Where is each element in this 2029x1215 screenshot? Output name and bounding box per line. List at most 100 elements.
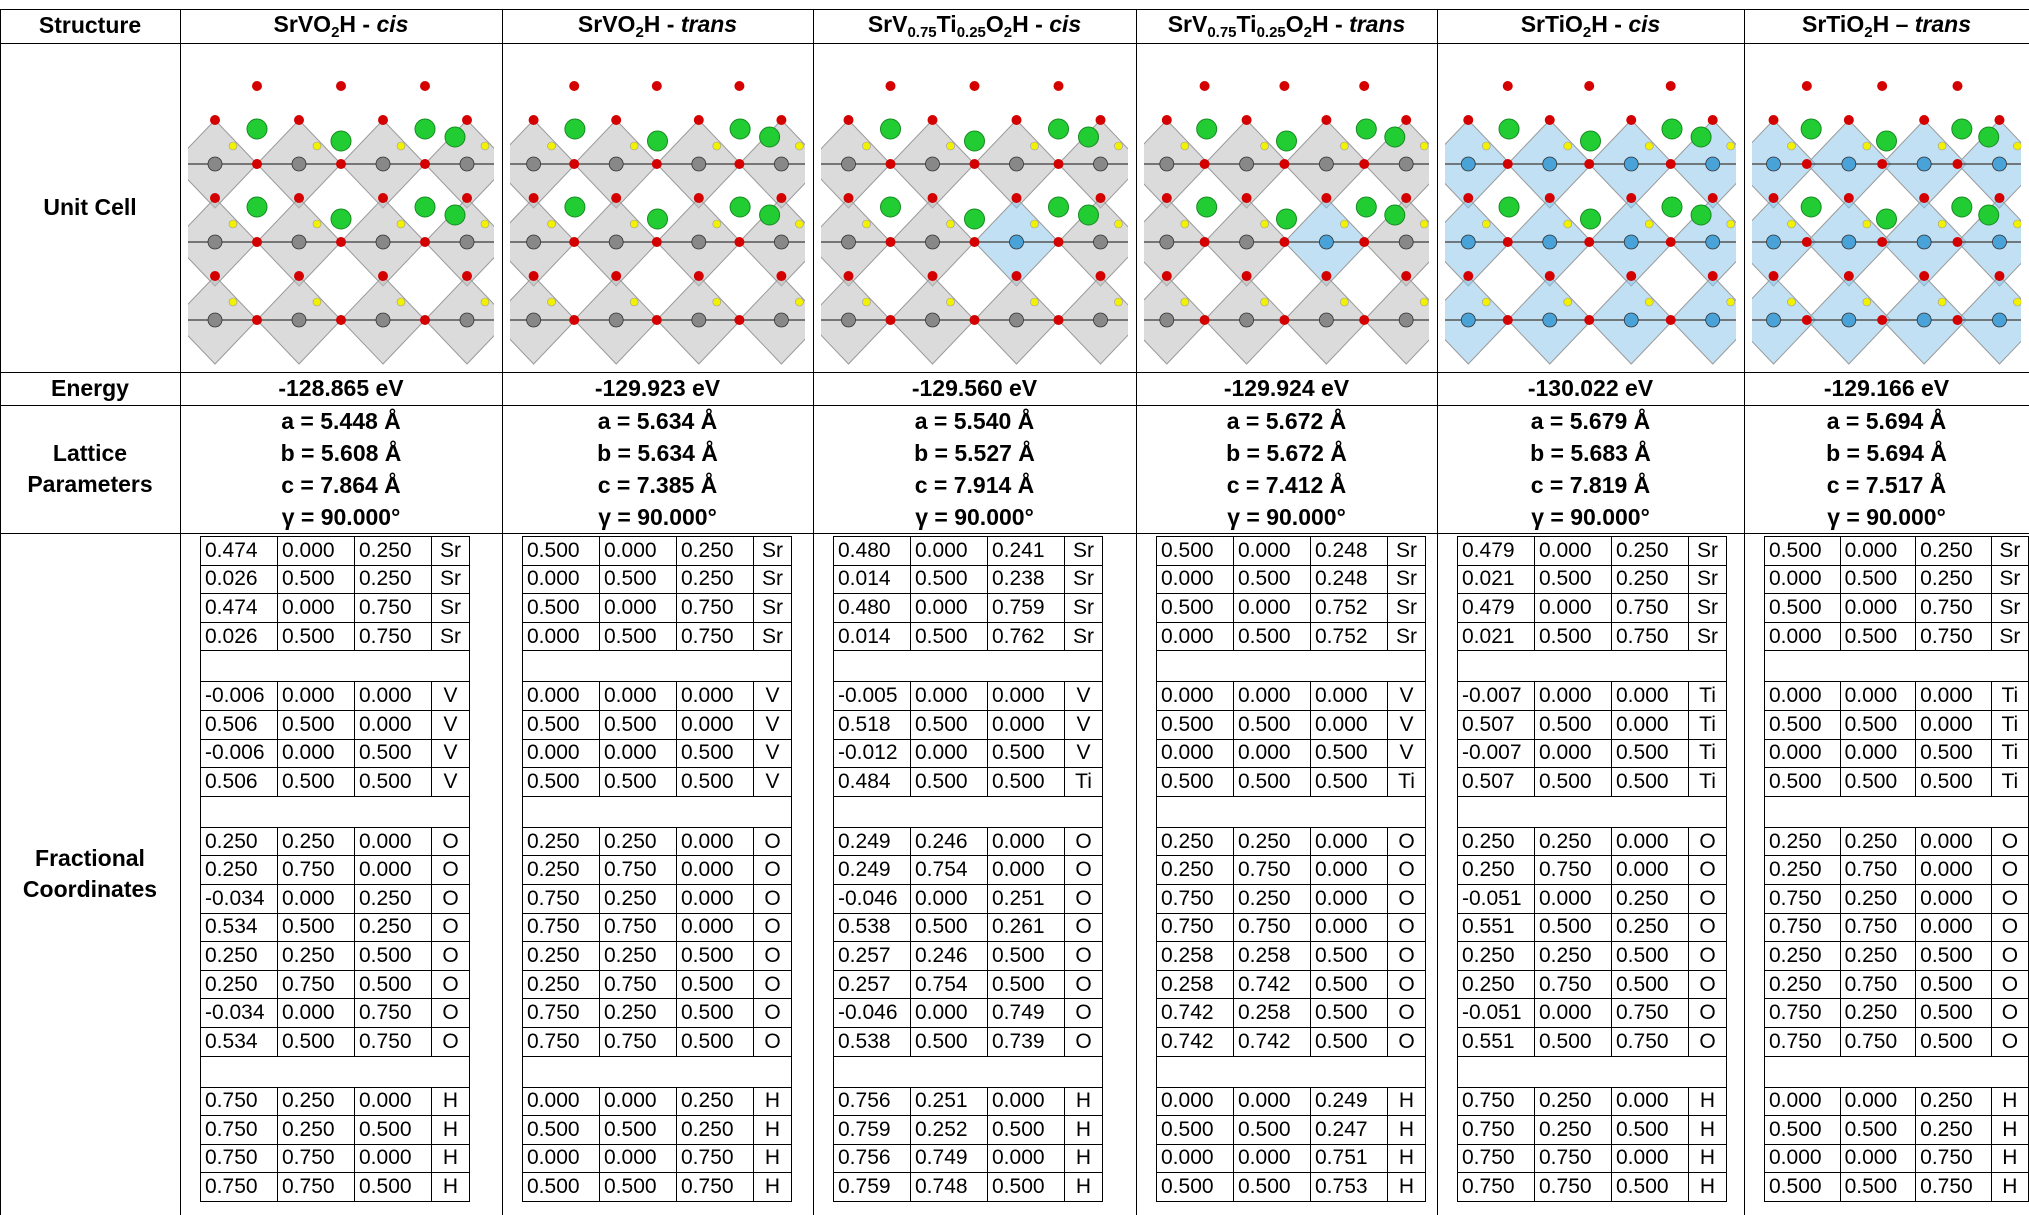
oxygen-atom — [1095, 271, 1106, 281]
table-row: 0.026 0.500 0.750 Sr — [200, 621, 470, 652]
table-row: 0.500 0.000 0.750 Sr — [1764, 593, 2029, 623]
element-cell: H — [1990, 1172, 2029, 1202]
hydrogen-atom — [712, 297, 722, 307]
coordinate-cell: 0.750 — [1915, 1143, 1992, 1174]
metal-atom — [1992, 234, 2007, 250]
oxygen-atom — [1011, 115, 1022, 125]
coordinate-cell: 0.500 — [1156, 1115, 1234, 1145]
coordinate-cell: 0.257 — [833, 941, 911, 971]
metal-atom — [526, 312, 542, 328]
element-cell: O — [1064, 883, 1103, 914]
coordinate-cell: 0.500 — [522, 1172, 600, 1202]
element-cell: V — [431, 681, 470, 711]
coordinate-cell: 0.250 — [1534, 1086, 1612, 1117]
lattice-parameter: b = 5.672 Å — [1226, 439, 1347, 466]
lattice-parameters: a = 5.694 Å b = 5.694 Å c = 7.517 Å γ = 90.… — [1744, 405, 2029, 533]
oxygen-atom — [927, 193, 938, 203]
coordinate-cell: 0.500 — [277, 1026, 355, 1057]
coordinate-cell: 0.000 — [354, 709, 432, 740]
configuration-label: trans — [680, 10, 738, 37]
hydrogen-atom — [1180, 297, 1190, 307]
metal-atom — [375, 234, 391, 250]
spacer-cell — [1764, 1055, 2029, 1088]
oxygen-atom — [1707, 193, 1718, 203]
hydrogen-atom — [1563, 297, 1573, 307]
table-row: 0.750 0.750 0.500 O — [522, 1026, 792, 1057]
metal-atom — [291, 312, 307, 328]
element-cell: O — [1990, 855, 2029, 885]
coordinate-cell: 0.748 — [910, 1172, 988, 1202]
subscript: 2 — [1582, 23, 1592, 41]
coordinate-cell: 0.500 — [1534, 767, 1612, 797]
coordinate-cell: -0.012 — [833, 738, 911, 769]
structure-header: SrV0.75Ti0.25O2H - cis — [813, 9, 1136, 43]
strontium-atom — [1876, 208, 1897, 230]
metal-atom — [925, 312, 940, 328]
table-row: 0.500 0.500 0.500 Ti — [1764, 767, 2029, 797]
element-cell: H — [1990, 1115, 2029, 1145]
metal-atom — [1916, 234, 1932, 250]
coordinate-cell: 0.759 — [987, 593, 1065, 623]
strontium-atom — [444, 126, 466, 148]
table-row: 0.500 0.500 0.250 H — [522, 1115, 792, 1145]
unit-cell-image — [1445, 81, 1736, 365]
coordinate-cell: 0.000 — [277, 738, 355, 769]
coordinate-cell: 0.000 — [1839, 738, 1917, 769]
hydrogen-atom — [712, 219, 722, 229]
element-cell: H — [1387, 1115, 1426, 1145]
element-cell: O — [431, 969, 470, 1000]
coordinate-cell: 0.014 — [833, 621, 911, 652]
coordinate-cell: 0.000 — [676, 826, 754, 857]
hydrogen-atom — [1787, 141, 1796, 151]
metal-atom — [1239, 234, 1254, 250]
element-cell: O — [753, 826, 792, 857]
coordinate-cell: 0.000 — [910, 536, 988, 566]
lattice-parameter: c = 7.385 Å — [597, 471, 718, 498]
coordinate-cell: 0.500 — [1233, 1172, 1311, 1202]
coordinate-cell: 0.750 — [354, 1026, 432, 1057]
hydrogen-atom — [312, 219, 322, 229]
oxygen-atom — [651, 237, 662, 247]
coordinate-cell: 0.750 — [1839, 969, 1917, 1000]
coordinate-cell: 0.500 — [1764, 767, 1841, 797]
metal-atom — [608, 234, 624, 250]
oxygen-atom — [1011, 271, 1022, 281]
element-cell: O — [1387, 912, 1426, 943]
coordinate-cell: 0.506 — [200, 767, 278, 797]
element-cell: Ti — [1990, 738, 2029, 769]
coordinate-cell: 0.538 — [833, 912, 911, 943]
element-cell: Sr — [431, 621, 470, 652]
row-divider — [0, 372, 2029, 373]
strontium-atom — [964, 130, 985, 152]
coordinate-cell: 0.500 — [1915, 1026, 1992, 1057]
coordinate-cell: 0.250 — [1457, 969, 1535, 1000]
coordinate-cell: 0.000 — [1534, 536, 1612, 566]
hydrogen-atom — [1937, 219, 1947, 229]
table-row: -0.007 0.000 0.000 Ti — [1457, 681, 1727, 711]
hydrogen-atom — [795, 297, 804, 307]
coordinate-cell: 0.479 — [1457, 536, 1535, 566]
hydrogen-atom — [1419, 219, 1429, 229]
coordinate-cell: 0.551 — [1457, 1026, 1535, 1057]
coordinate-cell: 0.742 — [1156, 998, 1234, 1028]
hydrogen-atom — [480, 141, 490, 151]
coordinate-cell: 0.026 — [200, 564, 278, 595]
coordinate-cell: 0.250 — [354, 564, 432, 595]
table-row: 0.250 0.250 0.000 O — [1156, 826, 1426, 857]
coordinate-cell: 0.538 — [833, 1026, 911, 1057]
strontium-atom — [444, 204, 466, 226]
oxygen-atom — [1877, 237, 1888, 247]
coordinate-cell: 0.750 — [277, 855, 355, 885]
table-row: 0.250 0.750 0.000 O — [200, 855, 470, 885]
coordinate-cell: 0.500 — [910, 767, 988, 797]
oxygen-atom — [1095, 193, 1106, 203]
element-cell: Sr — [753, 536, 792, 566]
strontium-atom — [414, 196, 436, 218]
metal-atom — [1705, 234, 1721, 250]
metal-atom — [608, 312, 624, 328]
element-cell: O — [1064, 1026, 1103, 1057]
coordinate-cell: 0.500 — [987, 1172, 1065, 1202]
table-row: 0.750 0.750 0.000 O — [522, 912, 792, 943]
coordinate-cell: 0.250 — [1915, 536, 1992, 566]
table-row: 0.000 0.500 0.750 Sr — [522, 621, 792, 652]
